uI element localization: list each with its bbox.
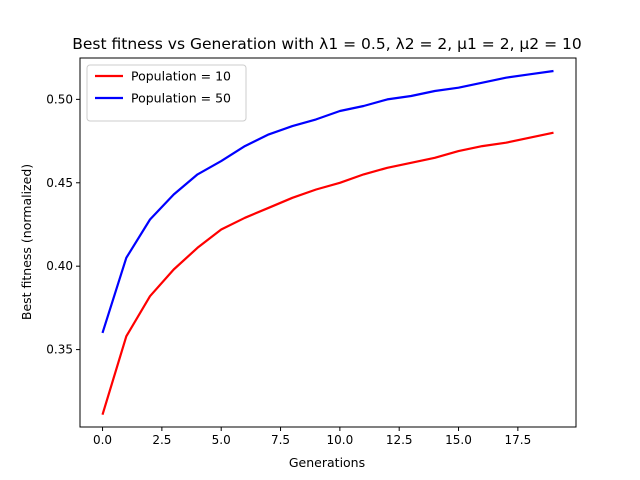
series-line-2 <box>101 69 554 334</box>
series-layer <box>101 69 554 416</box>
y-tick-label: 0.35 <box>46 343 73 357</box>
plot-axes: 0.0 2.5 5.0 7.5 10.0 12.5 15.0 17.5 0.35 0.40 0.45… <box>46 57 577 447</box>
chart-title: Best fitness vs Generation with λ1 = 0.5… <box>72 35 581 53</box>
x-axis-label: Generations <box>289 455 365 470</box>
y-tick-label: 0.50 <box>46 92 73 106</box>
x-tick-label: 10.0 <box>327 433 354 447</box>
x-tick-label: 17.5 <box>504 433 531 447</box>
legend-box <box>86 64 247 122</box>
legend: Population = 10 Population = 50 <box>86 64 247 122</box>
y-axis-label: Best fitness (normalized) <box>19 164 34 320</box>
x-tick-label: 5.0 <box>212 433 231 447</box>
x-tick-label: 0.0 <box>93 433 112 447</box>
x-tick-label: 15.0 <box>445 433 472 447</box>
x-tick-label: 12.5 <box>386 433 413 447</box>
x-tick-label: 2.5 <box>152 433 171 447</box>
legend-label: Population = 50 <box>131 91 231 106</box>
x-tick-label: 7.5 <box>271 433 290 447</box>
y-tick-label: 0.40 <box>46 259 73 273</box>
plot-frame <box>79 57 577 428</box>
y-tick-label: 0.45 <box>46 176 73 190</box>
series-line-1 <box>101 131 554 416</box>
legend-label: Population = 10 <box>131 69 231 84</box>
